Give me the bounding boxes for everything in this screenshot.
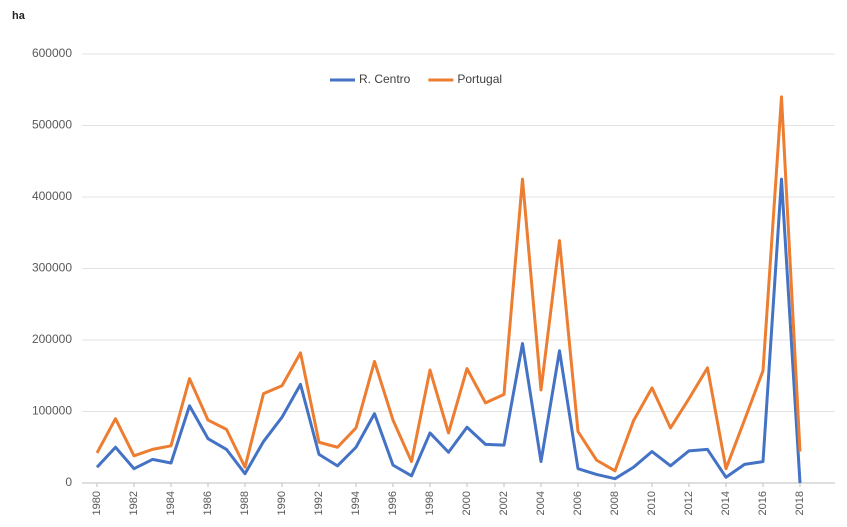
series-line [95,95,802,473]
x-tick-label: 2004 [535,491,547,515]
x-tick-label: 1994 [350,491,362,515]
y-tick-label: 0 [65,475,72,489]
x-tick-label: 2008 [609,491,621,515]
x-tick-label: 2018 [794,491,806,515]
x-tick-label: 1992 [313,491,325,515]
x-tick-label: 1996 [387,491,399,515]
y-tick-label: 400000 [32,189,72,203]
x-tick-label: 1984 [165,491,177,515]
y-tick-label: 100000 [32,404,72,418]
y-tick-label: 600000 [32,46,72,60]
y-axis-label: ha [12,10,26,22]
y-tick-label: 300000 [32,261,72,275]
legend-label: R. Centro [359,72,411,86]
x-tick-label: 1998 [424,491,436,515]
x-tick-label: 1990 [276,491,288,515]
x-tick-label: 2010 [646,491,658,515]
x-tick-label: 1986 [202,491,214,515]
x-tick-label: 2000 [461,491,473,515]
y-tick-label: 200000 [32,332,72,346]
x-tick-label: 1988 [239,491,251,515]
y-tick-label: 500000 [32,118,72,132]
series-line [95,177,802,484]
legend-label: Portugal [457,72,502,86]
x-tick-label: 2006 [572,491,584,515]
x-tick-label: 2016 [757,491,769,515]
x-tick-label: 1982 [128,491,140,515]
x-tick-label: 1980 [91,491,103,515]
x-tick-label: 2014 [720,491,732,515]
x-tick-label: 2002 [498,491,510,515]
x-tick-label: 2012 [683,491,695,515]
